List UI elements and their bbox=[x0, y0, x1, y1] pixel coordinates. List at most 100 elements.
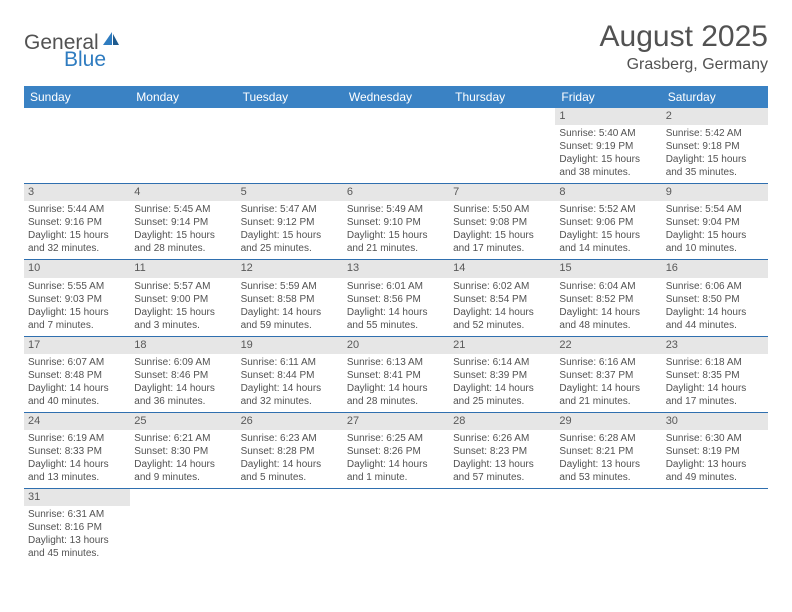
day-data-line: and 35 minutes. bbox=[666, 166, 764, 179]
calendar-day-cell: 19Sunrise: 6:11 AMSunset: 8:44 PMDayligh… bbox=[237, 336, 343, 412]
weekday-header: Thursday bbox=[449, 86, 555, 108]
calendar-day-cell: 27Sunrise: 6:25 AMSunset: 8:26 PMDayligh… bbox=[343, 412, 449, 488]
weekday-header: Wednesday bbox=[343, 86, 449, 108]
calendar-week-row: 1Sunrise: 5:40 AMSunset: 9:19 PMDaylight… bbox=[24, 108, 768, 184]
day-number: 3 bbox=[24, 184, 130, 201]
day-data-line: and 53 minutes. bbox=[559, 471, 657, 484]
day-data: Sunrise: 6:25 AMSunset: 8:26 PMDaylight:… bbox=[343, 430, 449, 488]
day-data-line: Sunset: 9:06 PM bbox=[559, 216, 657, 229]
day-number: 8 bbox=[555, 184, 661, 201]
day-data-line: Sunrise: 6:26 AM bbox=[453, 432, 551, 445]
day-data: Sunrise: 5:59 AMSunset: 8:58 PMDaylight:… bbox=[237, 278, 343, 336]
day-data-line: Sunset: 9:19 PM bbox=[559, 140, 657, 153]
day-number: 21 bbox=[449, 337, 555, 354]
calendar-day-cell bbox=[555, 488, 661, 564]
day-data: Sunrise: 5:45 AMSunset: 9:14 PMDaylight:… bbox=[130, 201, 236, 259]
day-data-line: Sunset: 8:48 PM bbox=[28, 369, 126, 382]
calendar-day-cell bbox=[343, 108, 449, 184]
day-number: 28 bbox=[449, 413, 555, 430]
day-data-line: Sunrise: 6:30 AM bbox=[666, 432, 764, 445]
day-data-line: Daylight: 15 hours bbox=[347, 229, 445, 242]
day-data: Sunrise: 5:55 AMSunset: 9:03 PMDaylight:… bbox=[24, 278, 130, 336]
day-data: Sunrise: 6:23 AMSunset: 8:28 PMDaylight:… bbox=[237, 430, 343, 488]
day-data-line: and 36 minutes. bbox=[134, 395, 232, 408]
day-data-line: Sunset: 8:44 PM bbox=[241, 369, 339, 382]
day-data-line: Sunset: 8:50 PM bbox=[666, 293, 764, 306]
day-data-line: Daylight: 14 hours bbox=[666, 382, 764, 395]
day-data-line: and 52 minutes. bbox=[453, 319, 551, 332]
day-data-line: Daylight: 13 hours bbox=[28, 534, 126, 547]
day-data: Sunrise: 6:11 AMSunset: 8:44 PMDaylight:… bbox=[237, 354, 343, 412]
day-number: 31 bbox=[24, 489, 130, 506]
day-data-line: and 21 minutes. bbox=[347, 242, 445, 255]
calendar-day-cell bbox=[237, 488, 343, 564]
day-data-line: Daylight: 15 hours bbox=[28, 306, 126, 319]
day-data-line: Daylight: 14 hours bbox=[241, 306, 339, 319]
day-data-line: Daylight: 15 hours bbox=[28, 229, 126, 242]
calendar-day-cell: 12Sunrise: 5:59 AMSunset: 8:58 PMDayligh… bbox=[237, 260, 343, 336]
day-number: 19 bbox=[237, 337, 343, 354]
day-data: Sunrise: 6:21 AMSunset: 8:30 PMDaylight:… bbox=[130, 430, 236, 488]
day-data-line: Sunrise: 6:19 AM bbox=[28, 432, 126, 445]
day-data: Sunrise: 6:01 AMSunset: 8:56 PMDaylight:… bbox=[343, 278, 449, 336]
day-data: Sunrise: 6:19 AMSunset: 8:33 PMDaylight:… bbox=[24, 430, 130, 488]
weekday-header: Sunday bbox=[24, 86, 130, 108]
day-data-line: Daylight: 15 hours bbox=[453, 229, 551, 242]
day-number: 17 bbox=[24, 337, 130, 354]
calendar-day-cell: 15Sunrise: 6:04 AMSunset: 8:52 PMDayligh… bbox=[555, 260, 661, 336]
day-data: Sunrise: 6:18 AMSunset: 8:35 PMDaylight:… bbox=[662, 354, 768, 412]
day-data-line: Daylight: 15 hours bbox=[241, 229, 339, 242]
day-data-line: Daylight: 14 hours bbox=[28, 458, 126, 471]
day-data-line: and 17 minutes. bbox=[453, 242, 551, 255]
day-data-line: Daylight: 14 hours bbox=[134, 382, 232, 395]
day-number: 14 bbox=[449, 260, 555, 277]
day-data: Sunrise: 5:42 AMSunset: 9:18 PMDaylight:… bbox=[662, 125, 768, 183]
day-number: 13 bbox=[343, 260, 449, 277]
day-number: 9 bbox=[662, 184, 768, 201]
calendar-day-cell: 26Sunrise: 6:23 AMSunset: 8:28 PMDayligh… bbox=[237, 412, 343, 488]
day-data-line: Sunrise: 5:45 AM bbox=[134, 203, 232, 216]
day-data-line: Sunrise: 5:40 AM bbox=[559, 127, 657, 140]
calendar-day-cell: 10Sunrise: 5:55 AMSunset: 9:03 PMDayligh… bbox=[24, 260, 130, 336]
calendar-day-cell: 8Sunrise: 5:52 AMSunset: 9:06 PMDaylight… bbox=[555, 184, 661, 260]
day-data-line: Daylight: 14 hours bbox=[347, 458, 445, 471]
day-data-line: Daylight: 15 hours bbox=[666, 229, 764, 242]
day-data-line: Daylight: 13 hours bbox=[666, 458, 764, 471]
calendar-day-cell: 5Sunrise: 5:47 AMSunset: 9:12 PMDaylight… bbox=[237, 184, 343, 260]
calendar-week-row: 17Sunrise: 6:07 AMSunset: 8:48 PMDayligh… bbox=[24, 336, 768, 412]
day-data-line: and 14 minutes. bbox=[559, 242, 657, 255]
day-data-line: and 17 minutes. bbox=[666, 395, 764, 408]
day-data-line: Sunset: 9:16 PM bbox=[28, 216, 126, 229]
day-data-line: Sunset: 9:18 PM bbox=[666, 140, 764, 153]
day-data-line: Sunrise: 5:54 AM bbox=[666, 203, 764, 216]
day-number: 16 bbox=[662, 260, 768, 277]
day-data-line: Sunrise: 6:21 AM bbox=[134, 432, 232, 445]
day-data-line: Sunrise: 6:16 AM bbox=[559, 356, 657, 369]
day-data-line: and 13 minutes. bbox=[28, 471, 126, 484]
calendar-day-cell: 11Sunrise: 5:57 AMSunset: 9:00 PMDayligh… bbox=[130, 260, 236, 336]
day-data-line: Daylight: 14 hours bbox=[559, 306, 657, 319]
calendar-day-cell: 13Sunrise: 6:01 AMSunset: 8:56 PMDayligh… bbox=[343, 260, 449, 336]
day-data: Sunrise: 5:44 AMSunset: 9:16 PMDaylight:… bbox=[24, 201, 130, 259]
day-data-line: Sunrise: 5:47 AM bbox=[241, 203, 339, 216]
day-data-line: Sunrise: 6:02 AM bbox=[453, 280, 551, 293]
day-data-line: Sunset: 8:33 PM bbox=[28, 445, 126, 458]
day-data-line: Daylight: 14 hours bbox=[347, 382, 445, 395]
day-data-line: Sunrise: 6:31 AM bbox=[28, 508, 126, 521]
day-number: 22 bbox=[555, 337, 661, 354]
day-data: Sunrise: 6:14 AMSunset: 8:39 PMDaylight:… bbox=[449, 354, 555, 412]
weekday-header: Friday bbox=[555, 86, 661, 108]
day-data-line: Sunset: 9:00 PM bbox=[134, 293, 232, 306]
day-data-line: Daylight: 14 hours bbox=[347, 306, 445, 319]
day-number: 26 bbox=[237, 413, 343, 430]
day-data-line: Sunrise: 5:42 AM bbox=[666, 127, 764, 140]
day-data-line: and 48 minutes. bbox=[559, 319, 657, 332]
day-data-line: Daylight: 14 hours bbox=[453, 306, 551, 319]
day-data-line: Sunrise: 5:57 AM bbox=[134, 280, 232, 293]
day-number: 23 bbox=[662, 337, 768, 354]
calendar-day-cell: 16Sunrise: 6:06 AMSunset: 8:50 PMDayligh… bbox=[662, 260, 768, 336]
day-data: Sunrise: 6:02 AMSunset: 8:54 PMDaylight:… bbox=[449, 278, 555, 336]
day-data-line: and 40 minutes. bbox=[28, 395, 126, 408]
day-number: 24 bbox=[24, 413, 130, 430]
day-data-line: and 49 minutes. bbox=[666, 471, 764, 484]
